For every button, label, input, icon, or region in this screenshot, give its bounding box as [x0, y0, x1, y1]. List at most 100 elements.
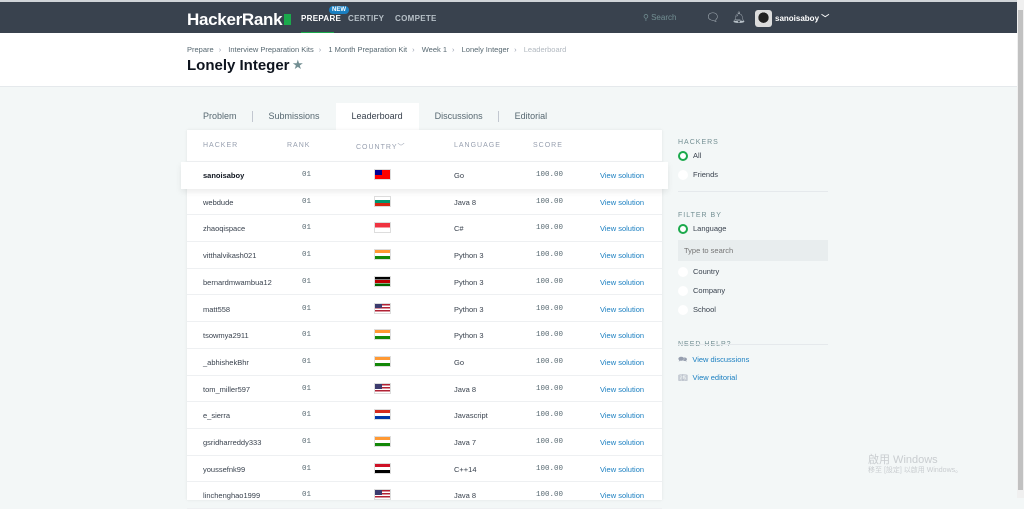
radio-label: Language	[693, 224, 727, 233]
crumb-problem[interactable]: Lonely Integer	[461, 45, 510, 54]
col-country[interactable]: COUNTRY﹀	[356, 142, 405, 152]
rank: 01	[302, 277, 312, 286]
language: Javascript	[454, 411, 488, 421]
score: 100.00	[536, 277, 564, 286]
view-solution-link[interactable]: View solution	[600, 384, 645, 394]
nav-compete[interactable]: COMPETE	[395, 14, 437, 23]
logo-mark	[284, 14, 292, 25]
tab-leaderboard[interactable]: Leaderboard	[335, 103, 419, 130]
score: 100.00	[536, 171, 564, 179]
radio-all[interactable]: All	[678, 151, 702, 162]
table-row: tsowmya2911 01 Python 3 100.00 View solution	[187, 322, 662, 349]
discussion-icon: 🗪︎	[678, 355, 688, 364]
rank: 01	[302, 464, 312, 473]
hacker-name[interactable]: tom_miller597	[203, 384, 251, 394]
hacker-name[interactable]: matt558	[203, 304, 231, 314]
hacker-name[interactable]: zhaoqispace	[203, 224, 246, 234]
rank: 01	[302, 384, 312, 393]
table-row: matt558 01 Python 3 100.00 View solution	[187, 296, 662, 323]
rank: 01	[302, 197, 312, 206]
radio-school[interactable]: School	[678, 305, 716, 316]
tab-discussions[interactable]: Discussions	[419, 103, 499, 130]
hacker-name[interactable]: gsridharreddy333	[203, 438, 262, 447]
language: Python 3	[454, 331, 484, 341]
scrollbar[interactable]	[1017, 0, 1024, 498]
view-solution-link[interactable]: View solution	[600, 464, 645, 474]
logo-text: HackerRank	[187, 10, 283, 29]
scrollbar-thumb[interactable]	[1018, 10, 1023, 490]
search-input[interactable]: ⚲ Search	[643, 13, 676, 22]
radio-friends[interactable]: Friends	[678, 170, 719, 181]
nav-prepare[interactable]: PREPARE	[301, 14, 342, 23]
star-icon[interactable]: ★	[292, 57, 304, 72]
bell-icon[interactable]: 🔔︎	[732, 12, 746, 24]
view-solution-link[interactable]: View solution	[600, 491, 645, 501]
hacker-name[interactable]: vitthalvikash021	[203, 251, 257, 261]
tabs: Problem Submissions Leaderboard Discussi…	[187, 103, 563, 130]
flag-icon	[374, 436, 391, 447]
view-discussions-link[interactable]: 🗪︎ View discussions	[678, 354, 749, 367]
hacker-name[interactable]: e_sierra	[203, 411, 231, 421]
score: 100.00	[536, 304, 564, 313]
book-icon: 📖︎	[678, 373, 688, 382]
flag-icon	[374, 169, 391, 180]
crumb-prepare[interactable]: Prepare	[187, 45, 214, 54]
hacker-name[interactable]: youssefnk99	[203, 464, 246, 474]
hacker-name[interactable]: webdude	[203, 197, 234, 207]
table-row: linchenghao1999 01 Java 8 100.00 View soluti…	[187, 482, 662, 509]
crumb-kits[interactable]: Interview Preparation Kits	[228, 45, 314, 54]
chevron-right-icon: ›	[318, 45, 322, 54]
logo[interactable]: HackerRank	[187, 10, 292, 30]
radio-language[interactable]: Language	[678, 224, 727, 235]
language: Java 8	[454, 384, 477, 394]
nav-certify[interactable]: CERTIFY	[348, 14, 385, 23]
page-title: Lonely Integer	[187, 57, 290, 74]
language: Python 3	[454, 277, 484, 287]
avatar[interactable]	[755, 10, 772, 27]
view-solution-link[interactable]: View solution	[600, 224, 645, 234]
flag-icon	[374, 382, 391, 394]
view-solution-link[interactable]: View solution	[600, 277, 645, 287]
table-row: youssefnk99 01 C++14 100.00 View solution	[187, 456, 662, 483]
crumb-kit[interactable]: 1 Month Preparation Kit	[328, 45, 408, 54]
hacker-name[interactable]: linchenghao1999	[203, 491, 261, 501]
messages-icon[interactable]: 🗨	[706, 12, 720, 24]
view-solution-link[interactable]: View solution	[600, 331, 645, 341]
link-label: View discussions	[692, 355, 750, 364]
flag-icon	[374, 462, 391, 474]
radio-label: All	[693, 151, 702, 160]
table-row: vitthalvikash021 01 Python 3 100.00 View sol…	[187, 242, 662, 269]
language: C++14	[454, 464, 477, 474]
username-menu[interactable]: sanoisaboy ﹀	[775, 13, 829, 24]
view-solution-link[interactable]: View solution	[600, 438, 645, 447]
view-solution-link[interactable]: View solution	[600, 411, 645, 421]
crumb-week[interactable]: Week 1	[421, 45, 448, 54]
tab-submissions[interactable]: Submissions	[268, 111, 320, 121]
view-solution-link[interactable]: View solution	[600, 171, 645, 180]
radio-company[interactable]: Company	[678, 286, 725, 297]
tab-problem[interactable]: Problem	[187, 103, 253, 130]
radio-label: Friends	[693, 170, 719, 179]
hacker-name[interactable]: _abhishekBhr	[203, 357, 249, 367]
link-label: View editorial	[692, 373, 738, 382]
radio-label: School	[693, 305, 716, 314]
radio-country[interactable]: Country	[678, 267, 719, 278]
view-solution-link[interactable]: View solution	[600, 197, 645, 207]
rank: 01	[302, 251, 312, 260]
table-row: _abhishekBhr 01 Go 100.00 View solution	[187, 349, 662, 376]
tab-editorial[interactable]: Editorial	[514, 111, 548, 121]
language: Go	[454, 171, 465, 180]
col-rank: RANK	[287, 142, 311, 149]
language-search-input[interactable]	[678, 240, 828, 261]
filter-heading-text: FILTER BY	[678, 212, 722, 219]
hacker-name[interactable]: sanoisaboy	[203, 171, 245, 180]
hacker-name[interactable]: tsowmya2911	[203, 331, 249, 341]
view-solution-link[interactable]: View solution	[600, 251, 645, 261]
flag-icon	[374, 489, 391, 501]
view-solution-link[interactable]: View solution	[600, 304, 645, 314]
flag-icon	[374, 275, 391, 287]
hacker-name[interactable]: bernardmwambua12	[203, 277, 272, 287]
view-solution-link[interactable]: View solution	[600, 357, 645, 367]
language: C#	[454, 224, 464, 234]
view-editorial-link[interactable]: 📖︎ View editorial	[678, 373, 737, 382]
